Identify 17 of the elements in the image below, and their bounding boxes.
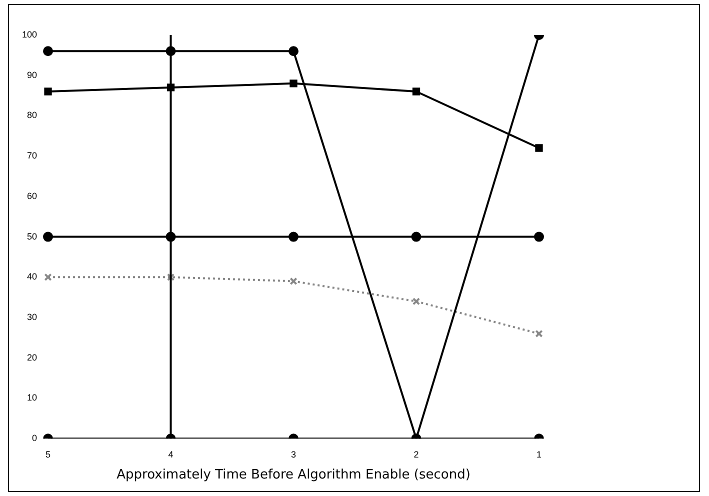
y-tick-label: 90 (27, 70, 38, 80)
x-tick-label: 3 (291, 449, 296, 460)
y-tick-label: 80 (27, 110, 38, 120)
x-tick-label: 5 (46, 449, 51, 460)
y-tick-label: 10 (27, 392, 38, 403)
x-tick-label: 2 (414, 449, 419, 460)
y-tick-label: 40 (27, 272, 38, 282)
x-tick-label: 4 (168, 449, 174, 460)
y-tick-label: 50 (27, 231, 38, 242)
y-tick-label: 30 (27, 312, 38, 322)
y-tick-label: 60 (27, 190, 38, 201)
y-tick-label: 20 (27, 352, 38, 362)
x-axis-title: Approximately Time Before Algorithm Enable (second) (116, 468, 470, 483)
y-tick-label: 70 (27, 150, 38, 161)
x-tick-label: 1 (536, 449, 542, 460)
y-tick-label: 100 (22, 29, 38, 40)
y-tick-label: 0 (32, 433, 38, 444)
